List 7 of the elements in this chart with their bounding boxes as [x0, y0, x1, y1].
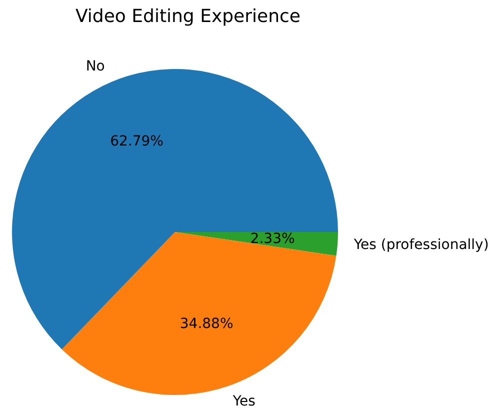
slice-label: Yes (professionally)	[352, 236, 489, 253]
chart-title: Video Editing Experience	[74, 6, 302, 27]
slice-label: Yes	[232, 393, 256, 409]
data-label: 2.33%	[250, 230, 295, 247]
slice-label: No	[86, 58, 105, 75]
data-label: 34.88%	[180, 316, 234, 332]
data-label: 62.79%	[110, 134, 164, 150]
